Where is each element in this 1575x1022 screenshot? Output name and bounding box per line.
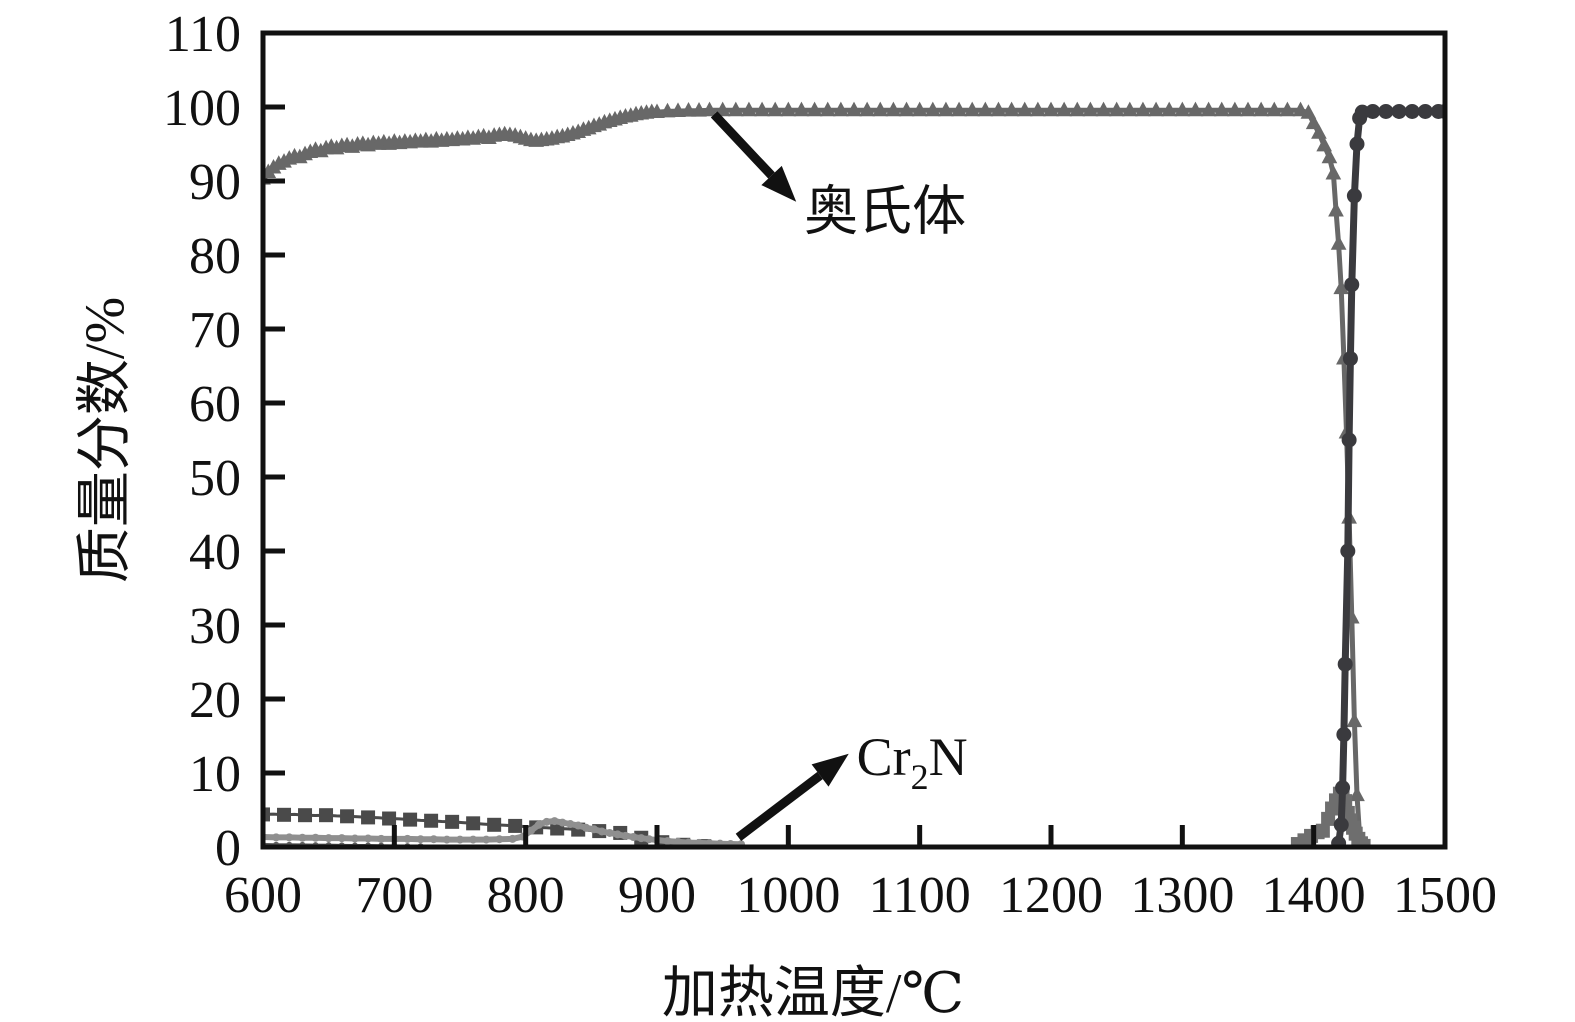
annotation-1: Cr2N (735, 727, 968, 841)
y-tick-label: 20 (189, 672, 241, 729)
x-tick-label: 1300 (1130, 867, 1234, 924)
y-axis-title: 质量分数/% (74, 296, 137, 584)
y-tick-label: 40 (189, 524, 241, 581)
y-tick-label: 70 (189, 302, 241, 359)
x-tick-label: 700 (355, 867, 433, 924)
x-tick-label: 1500 (1393, 867, 1497, 924)
y-tick-label: 60 (189, 376, 241, 433)
y-tick-label: 30 (189, 598, 241, 655)
x-tick-label: 1400 (1262, 867, 1366, 924)
x-tick-label: 900 (618, 867, 696, 924)
annotation-label: 奥氏体 (804, 182, 966, 242)
x-tick-label: 800 (487, 867, 565, 924)
x-axis-title: 加热温度/℃ (661, 963, 965, 1022)
series-dark-circles-liquid (1331, 103, 1445, 847)
axes-layer: 600 700 800 900 1000 1100 1200 1300 1400 1500 0 10 2… (163, 6, 1497, 924)
x-tick-label: 1100 (869, 867, 971, 924)
y-tick-label: 90 (189, 154, 241, 211)
y-tick-label: 100 (163, 80, 241, 137)
y-tick-label: 80 (189, 228, 241, 285)
annotation-layer: 奥氏体 Cr2N (710, 111, 968, 841)
y-tick-label: 10 (189, 746, 241, 803)
y-tick-label: 110 (165, 6, 241, 63)
annotation-0: 奥氏体 (710, 111, 966, 242)
x-tick-label: 600 (224, 867, 302, 924)
y-tick-label: 50 (189, 450, 241, 507)
x-tick-label: 1200 (999, 867, 1103, 924)
annotation-label: Cr2N (857, 727, 968, 797)
y-tick-label: 0 (215, 820, 241, 877)
x-tick-label: 1000 (736, 867, 840, 924)
